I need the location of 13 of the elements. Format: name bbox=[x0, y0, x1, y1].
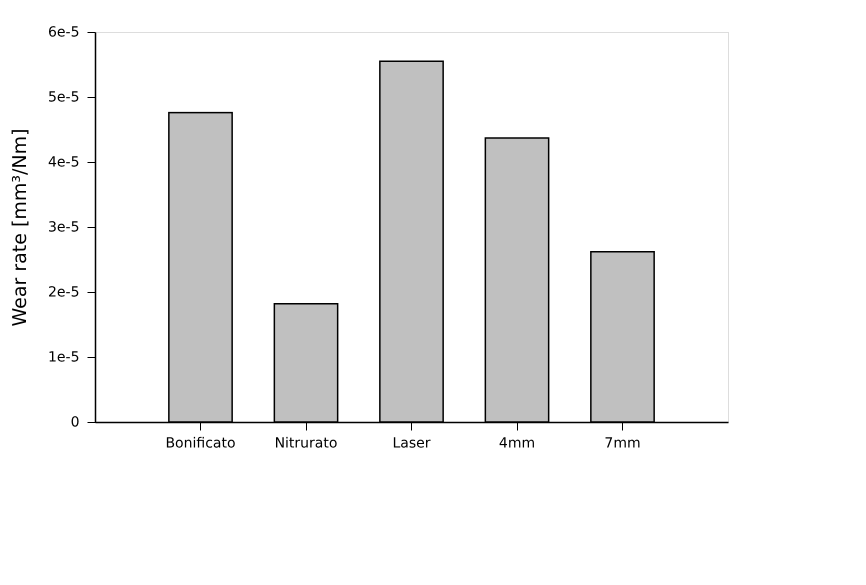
x-tick-label: Bonificato bbox=[165, 436, 236, 452]
y-tick-label: 4e-5 bbox=[48, 154, 80, 170]
y-axis-title: Wear rate [mm³/Nm] bbox=[9, 128, 32, 327]
x-tick-label: Nitrurato bbox=[274, 436, 338, 452]
y-tick-label: 1e-5 bbox=[48, 350, 80, 366]
x-tick-label: Laser bbox=[392, 436, 431, 452]
y-tick-label: 0 bbox=[70, 414, 80, 430]
x-tick-label: 7mm bbox=[604, 436, 641, 452]
y-tick-label: 3e-5 bbox=[48, 220, 80, 236]
y-tick-label: 2e-5 bbox=[48, 284, 80, 300]
y-tick-label: 5e-5 bbox=[48, 90, 80, 106]
x-tick-label: 4mm bbox=[498, 436, 536, 452]
y-tick-label: 6e-5 bbox=[48, 24, 80, 40]
